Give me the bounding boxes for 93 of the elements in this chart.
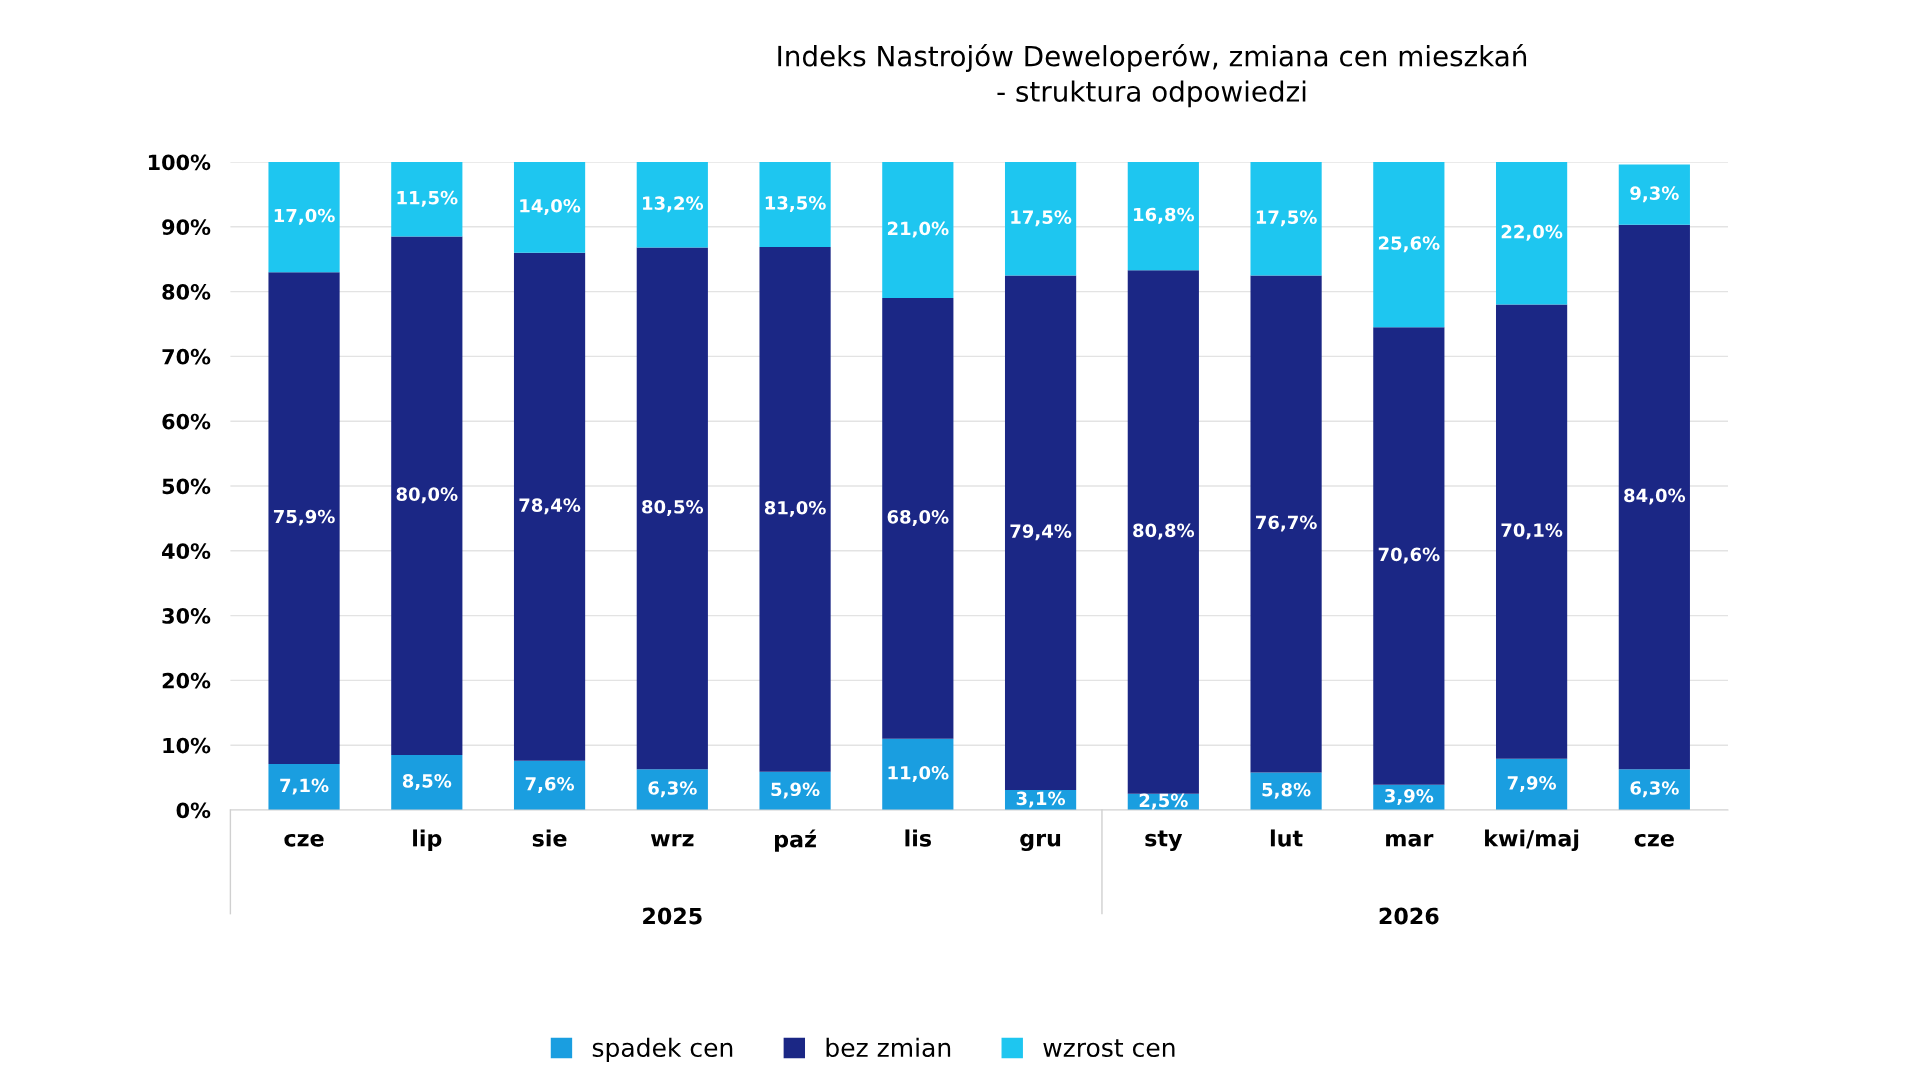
bar bbox=[1373, 162, 1445, 328]
data-label: 79,4% bbox=[1010, 524, 1072, 541]
data-label: 21,0% bbox=[887, 221, 949, 238]
data-label: 3,9% bbox=[1385, 788, 1434, 805]
x-tick-label: kwi/maj bbox=[1485, 829, 1579, 852]
bar bbox=[391, 236, 463, 755]
data-label: 7,6% bbox=[525, 776, 575, 793]
x-tick-label: paź bbox=[775, 829, 816, 852]
y-tick-label: 30% bbox=[162, 608, 211, 624]
bar bbox=[1250, 162, 1322, 276]
x-tick-label: gru bbox=[1020, 833, 1061, 851]
bar bbox=[636, 247, 708, 770]
data-label: 25,6% bbox=[1378, 236, 1440, 253]
data-label: 17,0% bbox=[274, 208, 335, 225]
y-tick-label: 50% bbox=[162, 478, 211, 495]
bar bbox=[882, 162, 954, 299]
data-label: 78,4% bbox=[519, 498, 581, 515]
bar bbox=[391, 162, 463, 237]
data-label: 6,3% bbox=[648, 781, 697, 798]
bar bbox=[1618, 164, 1690, 225]
x-tick-label: cze bbox=[284, 833, 324, 847]
data-label: 3,1% bbox=[1016, 791, 1066, 808]
x-tick-label: mar bbox=[1386, 833, 1434, 847]
bar bbox=[268, 272, 340, 764]
bar bbox=[1495, 758, 1568, 810]
bar bbox=[1495, 162, 1568, 305]
x-tick-label: lip bbox=[413, 829, 442, 851]
data-label: 75,9% bbox=[273, 509, 335, 526]
data-label: 8,5% bbox=[402, 774, 452, 791]
bar bbox=[882, 738, 954, 810]
bar bbox=[759, 246, 831, 772]
bar bbox=[1495, 304, 1568, 759]
y-tick-label: 40% bbox=[162, 543, 211, 560]
y-tick-label: 70% bbox=[162, 348, 211, 365]
data-label: 5,9% bbox=[771, 782, 820, 799]
legend-label: wzrost cen bbox=[1043, 1039, 1175, 1058]
bar bbox=[513, 252, 586, 761]
bar bbox=[268, 763, 340, 810]
data-label: 81,0% bbox=[764, 500, 826, 517]
data-label: 2,5% bbox=[1139, 793, 1188, 810]
bar bbox=[1004, 162, 1077, 276]
bar bbox=[391, 754, 463, 810]
legend-label: bez zmian bbox=[826, 1037, 951, 1058]
bar bbox=[513, 162, 586, 253]
x-tick-label: wrz bbox=[650, 833, 694, 847]
data-label: 13,5% bbox=[765, 196, 826, 212]
y-tick-label: 100% bbox=[148, 154, 211, 171]
bar bbox=[513, 760, 586, 810]
data-label: 22,0% bbox=[1501, 224, 1563, 241]
chart-title: Indeks Nastrojów Deweloperów, zmiana cen mieszkań - struktura odpowiedzi bbox=[778, 43, 1527, 108]
bar bbox=[882, 298, 954, 739]
bar bbox=[1127, 162, 1199, 271]
data-label: 17,5% bbox=[1011, 210, 1072, 227]
x-tick-label: lut bbox=[1270, 829, 1303, 847]
text: 2025 bbox=[643, 907, 702, 925]
x-tick-label: cze bbox=[1634, 833, 1674, 847]
x-tick-label: sie bbox=[532, 829, 567, 847]
bar bbox=[1618, 224, 1690, 770]
data-label: 84,0% bbox=[1624, 488, 1686, 505]
y-tick-label: 10% bbox=[163, 737, 211, 754]
data-label: 7,9% bbox=[1507, 775, 1557, 792]
data-label: 80,5% bbox=[642, 499, 704, 516]
data-label: 11,0% bbox=[888, 765, 949, 782]
data-label: 76,7% bbox=[1255, 515, 1317, 532]
data-label: 17,5% bbox=[1256, 210, 1317, 227]
bar bbox=[268, 162, 340, 273]
data-label: 11,5% bbox=[397, 190, 458, 207]
y-tick-label: 0% bbox=[176, 802, 211, 819]
data-label: 14,0% bbox=[520, 198, 581, 215]
data-label: 68,0% bbox=[887, 509, 949, 526]
bar bbox=[1373, 327, 1445, 785]
data-label: 13,2% bbox=[643, 196, 704, 213]
text: 2026 bbox=[1379, 907, 1439, 925]
y-tick-label: 20% bbox=[162, 672, 211, 689]
data-label: 5,8% bbox=[1262, 782, 1311, 799]
data-label: 70,1% bbox=[1501, 523, 1563, 540]
x-tick-label: lis bbox=[905, 829, 931, 847]
bar bbox=[1004, 275, 1077, 790]
data-label: 70,6% bbox=[1378, 547, 1440, 564]
y-tick-label: 80% bbox=[162, 284, 211, 300]
legend-label: spadek cen bbox=[592, 1037, 733, 1062]
y-tick-label: 90% bbox=[162, 219, 211, 236]
bar bbox=[1127, 270, 1199, 794]
data-label: 80,0% bbox=[396, 487, 458, 504]
bar bbox=[1250, 275, 1322, 773]
bar bbox=[636, 162, 708, 248]
data-label: 16,8% bbox=[1134, 207, 1195, 224]
y-tick-label: 60% bbox=[162, 413, 211, 430]
data-label: 80,8% bbox=[1133, 523, 1195, 540]
data-label: 6,3% bbox=[1630, 781, 1679, 798]
data-label: 7,1% bbox=[280, 778, 329, 795]
data-label: 9,3% bbox=[1630, 186, 1679, 203]
x-tick-label: sty bbox=[1145, 830, 1183, 851]
